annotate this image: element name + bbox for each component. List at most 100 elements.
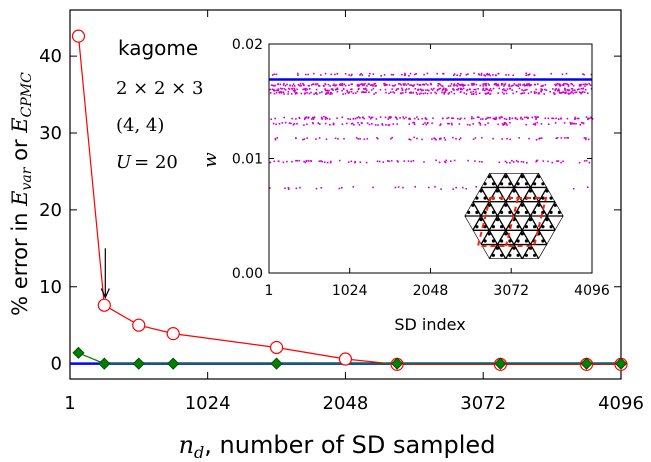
inset-weight-point bbox=[381, 123, 383, 125]
inset-weight-point bbox=[357, 138, 359, 140]
inset-weight-point bbox=[390, 73, 393, 76]
inset-weight-point bbox=[524, 85, 526, 87]
inset-weight-point bbox=[361, 84, 364, 87]
ylabel-prefix: % error in bbox=[8, 206, 32, 316]
inset-weight-point bbox=[497, 123, 499, 126]
inset-weight-point bbox=[283, 116, 285, 119]
lattice-site bbox=[524, 253, 529, 257]
inset-weight-point bbox=[520, 92, 522, 95]
inset-weight-point bbox=[412, 85, 414, 87]
lattice-site bbox=[549, 210, 553, 214]
inset-weight-point bbox=[452, 136, 454, 139]
inset-weight-point bbox=[425, 123, 428, 126]
series-1-point bbox=[98, 357, 111, 370]
inset-weight-point bbox=[500, 116, 502, 118]
inset-weight-point bbox=[582, 122, 585, 125]
inset-weight-point bbox=[450, 122, 453, 125]
inset-weight-point bbox=[508, 87, 511, 90]
inset-weight-point bbox=[521, 118, 524, 120]
lattice-site bbox=[537, 203, 541, 207]
inset-weight-point bbox=[447, 93, 450, 95]
inset-weight-point bbox=[572, 92, 575, 95]
inset-weight-point bbox=[293, 89, 296, 91]
inset-weight-point bbox=[585, 116, 588, 118]
inset-weight-point bbox=[518, 137, 520, 139]
inset-weight-point bbox=[405, 116, 407, 119]
inset-weight-point bbox=[388, 116, 390, 118]
inset-weight-point bbox=[501, 91, 504, 94]
inset-weight-point bbox=[331, 88, 334, 90]
ylabel-sub1: var bbox=[19, 166, 35, 190]
inset-weight-point bbox=[557, 89, 560, 91]
inset-weight-point bbox=[339, 83, 342, 85]
inset-weight-point bbox=[287, 188, 290, 190]
main-ytick-label: 20 bbox=[39, 200, 62, 221]
inset-weight-point bbox=[299, 83, 302, 85]
inset-weight-point bbox=[434, 138, 436, 140]
inset-weight-point bbox=[368, 116, 370, 118]
inset-weight-point bbox=[508, 118, 511, 121]
inset-weight-point bbox=[307, 116, 310, 118]
inset-weight-point bbox=[492, 87, 495, 90]
inset-weight-point bbox=[443, 93, 445, 95]
inset-weight-point bbox=[445, 88, 447, 90]
inset-weight-point bbox=[534, 116, 536, 118]
inset-weight-point bbox=[363, 88, 365, 90]
inset-weight-point bbox=[495, 116, 497, 119]
inset-weight-point bbox=[351, 83, 353, 85]
lattice-site bbox=[537, 175, 541, 179]
inset-weight-point bbox=[306, 88, 309, 91]
inset-weight-point bbox=[498, 87, 501, 90]
inset-weight-point bbox=[582, 87, 585, 90]
inset-weight-point bbox=[296, 123, 298, 125]
inset-weight-point bbox=[511, 89, 513, 91]
inset-weight-point bbox=[475, 83, 478, 86]
inset-weight-point bbox=[585, 159, 588, 162]
inset-weight-point bbox=[572, 89, 574, 92]
inset-weight-point bbox=[275, 123, 277, 126]
inset-weight-point bbox=[303, 84, 305, 87]
inset-weight-point bbox=[425, 83, 427, 85]
inset-weight-point bbox=[388, 84, 391, 86]
inset-weight-point bbox=[472, 123, 474, 125]
inset-weight-point bbox=[318, 85, 320, 87]
inset-weight-point bbox=[336, 87, 339, 90]
inset-weight-point bbox=[488, 89, 491, 91]
inset-weight-point bbox=[372, 73, 375, 75]
inset-weight-point bbox=[269, 92, 272, 94]
inset-weight-point bbox=[332, 123, 335, 126]
inset-weight-point bbox=[315, 84, 317, 86]
inset-weight-point bbox=[486, 72, 488, 75]
inset-weight-point bbox=[466, 123, 469, 126]
inset-weight-point bbox=[318, 160, 321, 163]
inset-weight-point bbox=[580, 83, 583, 86]
inset-weight-point bbox=[537, 116, 539, 118]
inset-weight-point bbox=[277, 83, 279, 85]
inset-weight-point bbox=[486, 88, 489, 91]
inset-weight-point bbox=[471, 84, 473, 86]
inset-weight-point bbox=[405, 88, 408, 90]
inset-weight-point bbox=[444, 139, 447, 141]
inset-weight-point bbox=[564, 137, 566, 139]
inset-weight-point bbox=[286, 160, 288, 163]
inset-weight-point bbox=[497, 72, 500, 75]
lattice-site bbox=[541, 210, 545, 214]
inset-weight-point bbox=[334, 73, 336, 76]
inset-weight-point bbox=[316, 83, 319, 85]
inset-weight-point bbox=[372, 87, 375, 90]
inset-weight-point bbox=[526, 83, 528, 85]
inset-weight-point bbox=[445, 159, 448, 162]
inset-weight-point bbox=[302, 138, 304, 141]
main-series bbox=[70, 29, 628, 371]
inset-weight-point bbox=[534, 83, 537, 86]
lattice-site bbox=[516, 239, 520, 243]
inset-weight-point bbox=[528, 73, 531, 75]
inset-weight-point bbox=[358, 124, 361, 126]
inset-weight-point bbox=[472, 82, 474, 85]
inset-weight-point bbox=[453, 159, 456, 162]
inset-weight-point bbox=[413, 123, 416, 126]
inset-weight-point bbox=[508, 85, 511, 87]
inset-ticks: 1 1024 2048 3072 4096 0.00 0.01 0.02 bbox=[232, 37, 610, 299]
inset-weight-point bbox=[269, 88, 272, 91]
inset-weight-point bbox=[408, 118, 410, 120]
